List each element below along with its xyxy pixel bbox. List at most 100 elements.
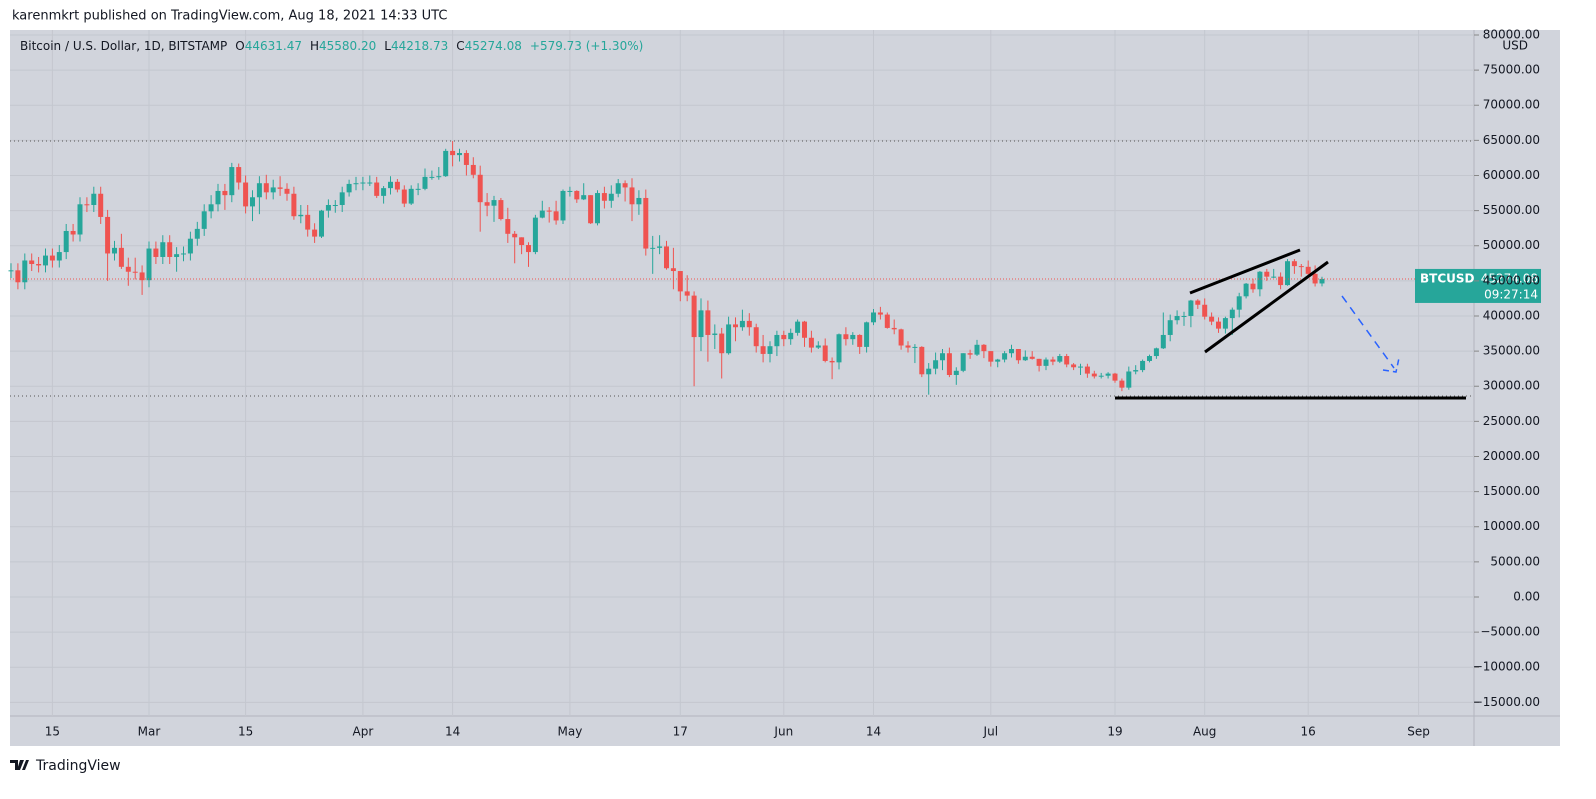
candle-body bbox=[84, 204, 90, 206]
y-tick-label: 5000.00 bbox=[1490, 554, 1540, 568]
x-tick-label: 14 bbox=[866, 725, 881, 739]
candle-body bbox=[760, 346, 766, 354]
candle-body bbox=[1091, 373, 1097, 377]
candle-body bbox=[1009, 349, 1014, 354]
y-tick-label: 30000.00 bbox=[1483, 379, 1540, 393]
x-tick-label: Apr bbox=[353, 725, 374, 739]
price-value: 45274.08 bbox=[1481, 271, 1538, 285]
candle-body bbox=[1147, 356, 1152, 361]
candle-body bbox=[305, 214, 311, 230]
candle-body bbox=[484, 202, 490, 206]
candle-body bbox=[112, 247, 117, 254]
candle-body bbox=[808, 337, 814, 348]
y-tick-label: 75000.00 bbox=[1483, 63, 1540, 77]
candle-body bbox=[374, 182, 380, 196]
x-tick-label: May bbox=[557, 725, 582, 739]
y-tick-label: 45000.00 bbox=[1483, 273, 1540, 287]
candle-body bbox=[684, 291, 690, 296]
candle-body bbox=[1022, 356, 1028, 361]
candle-body bbox=[581, 195, 587, 200]
y-tick-label: 40000.00 bbox=[1483, 308, 1540, 322]
candle-body bbox=[36, 264, 42, 266]
candle-body bbox=[367, 182, 373, 184]
candle-body bbox=[1029, 356, 1035, 359]
candle-body bbox=[63, 230, 69, 253]
trend-line bbox=[1204, 260, 1329, 354]
candle-body bbox=[312, 229, 318, 237]
candle-body bbox=[408, 188, 414, 204]
candle-body bbox=[657, 246, 663, 248]
candle-body bbox=[1050, 359, 1056, 362]
candle-body bbox=[739, 320, 745, 328]
candle-body bbox=[1181, 315, 1187, 317]
candle-body bbox=[477, 174, 483, 203]
candle-body bbox=[960, 353, 966, 371]
candle-body bbox=[153, 248, 159, 257]
candle-body bbox=[201, 211, 207, 229]
legend-high: 45580.20 bbox=[319, 39, 376, 53]
candle-body bbox=[753, 327, 759, 347]
candle-body bbox=[774, 334, 780, 347]
legend-change: +579.73 (+1.30%) bbox=[530, 39, 643, 53]
arrow-head bbox=[1382, 357, 1400, 373]
candle-body bbox=[8, 270, 14, 272]
candle-body bbox=[181, 253, 186, 255]
candle-body bbox=[864, 322, 870, 347]
candle-body bbox=[650, 247, 656, 249]
candle-body bbox=[325, 204, 331, 211]
candle-body bbox=[1195, 300, 1201, 305]
candle-body bbox=[1188, 300, 1194, 316]
candle-body bbox=[332, 204, 338, 206]
candle-body bbox=[498, 200, 504, 220]
candle-body bbox=[1119, 380, 1125, 388]
candle-body bbox=[622, 183, 628, 188]
candle-body bbox=[346, 183, 352, 193]
candle-body bbox=[1112, 373, 1118, 381]
candle-body bbox=[546, 210, 552, 212]
candle-body bbox=[526, 245, 531, 253]
publisher-line: karenmkrt published on TradingView.com, … bbox=[12, 9, 447, 24]
candle-body bbox=[77, 204, 83, 235]
candle-body bbox=[1160, 334, 1166, 349]
candle-body bbox=[1174, 315, 1180, 321]
y-tick-label: 65000.00 bbox=[1483, 133, 1540, 147]
candle-body bbox=[1319, 278, 1325, 284]
candle-body bbox=[291, 193, 297, 217]
candle-body bbox=[919, 346, 925, 375]
candle-body bbox=[360, 182, 366, 184]
candle-body bbox=[726, 324, 732, 354]
candle-body bbox=[898, 329, 904, 346]
candle-body bbox=[43, 255, 48, 266]
y-tick-label: 60000.00 bbox=[1483, 168, 1540, 182]
y-tick-label: 0.00 bbox=[1513, 589, 1540, 603]
candle-body bbox=[1105, 373, 1111, 376]
candle-body bbox=[1222, 318, 1228, 329]
y-tick-label: 25000.00 bbox=[1483, 414, 1540, 428]
candle-body bbox=[470, 164, 476, 175]
candle-body bbox=[595, 193, 600, 224]
x-tick-label: 15 bbox=[45, 725, 60, 739]
candle-body bbox=[553, 211, 559, 221]
last-price-label: BTCUSD 45274.08 09:27:14 bbox=[1415, 268, 1541, 303]
candle-body bbox=[677, 271, 683, 292]
candle-body bbox=[1202, 304, 1208, 317]
candle-body bbox=[429, 176, 435, 178]
price-box bbox=[1415, 268, 1541, 303]
candle-body bbox=[643, 197, 649, 249]
candle-body bbox=[705, 310, 711, 335]
candle-body bbox=[1015, 349, 1021, 361]
candle-body bbox=[422, 176, 428, 189]
y-tick-label: 50000.00 bbox=[1483, 238, 1540, 252]
candle-body bbox=[615, 183, 621, 194]
symbol-title: Bitcoin / U.S. Dollar, 1D, BITSTAMP bbox=[20, 39, 227, 53]
candle-body bbox=[1229, 309, 1235, 319]
candle-body bbox=[670, 268, 676, 272]
candle-body bbox=[1209, 316, 1215, 322]
y-tick-label: −15000.00 bbox=[1473, 695, 1540, 709]
candle-body bbox=[388, 181, 393, 189]
candle-body bbox=[339, 192, 345, 205]
candle-body bbox=[1098, 375, 1104, 377]
candle-body bbox=[698, 310, 704, 338]
candle-body bbox=[22, 260, 28, 283]
